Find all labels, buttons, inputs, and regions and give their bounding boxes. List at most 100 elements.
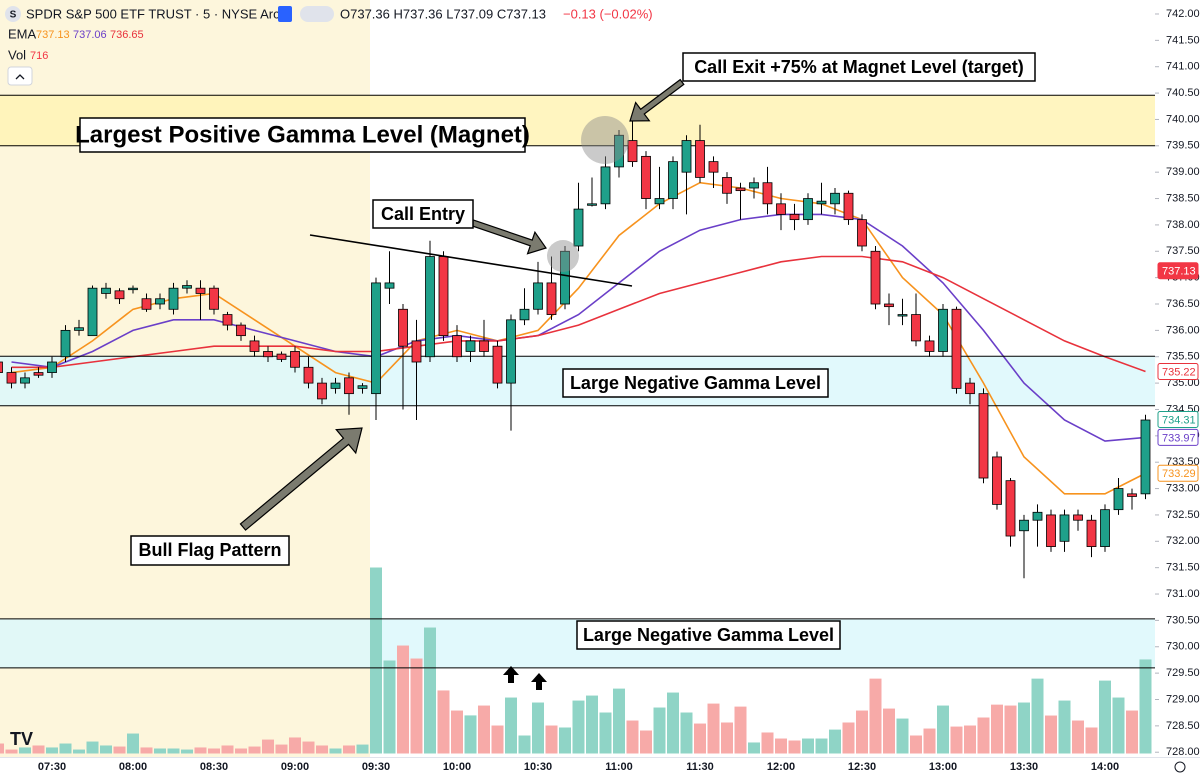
volume-bar — [59, 743, 72, 754]
candle-body — [128, 287, 138, 291]
volume-bar — [802, 738, 814, 754]
volume-bar — [397, 645, 409, 754]
tv-logo: TV — [10, 729, 33, 749]
x-tick-label: 09:30 — [362, 761, 390, 773]
candle-body — [1113, 488, 1124, 511]
label-layer: Call Exit +75% at Magnet Level (target) … — [38, 8, 1200, 773]
candle-body — [789, 213, 800, 221]
candle-body — [6, 372, 17, 384]
x-tick-label: 10:30 — [524, 761, 552, 773]
collapse-button[interactable] — [7, 66, 33, 86]
ohlc: O737.36 H737.36 L737.09 C737.13 — [340, 6, 546, 21]
candle-body — [573, 208, 584, 247]
x-tick-label: 13:00 — [929, 761, 957, 773]
x-tick-label: 10:00 — [443, 761, 471, 773]
toggle-icon[interactable] — [300, 6, 334, 22]
y-tick-label: 736.50 — [1166, 298, 1200, 310]
volume-bar — [235, 748, 247, 754]
candle-body — [519, 308, 530, 321]
candle-body — [762, 182, 773, 205]
volume-bar — [0, 743, 4, 754]
gamma-label-box — [576, 620, 841, 650]
volume-bar — [1058, 700, 1071, 754]
volume-bar — [964, 725, 976, 754]
volume-bar — [680, 712, 693, 754]
volume-bar — [586, 695, 598, 754]
overlay-layer — [239, 78, 685, 690]
volume-bar — [815, 738, 828, 754]
candle-body — [681, 140, 692, 173]
candle-body — [452, 335, 462, 358]
candle-body — [182, 285, 192, 289]
x-tick-label: 11:00 — [605, 761, 633, 773]
y-tick-label: 729.50 — [1166, 667, 1200, 679]
volume-bar — [572, 700, 585, 754]
candle-body — [938, 308, 948, 352]
volume-bar — [194, 747, 207, 754]
volume-bar — [221, 745, 234, 754]
vol-value: 716 — [30, 50, 48, 62]
volume-bar — [694, 723, 706, 754]
volume-bar — [1112, 697, 1125, 754]
candle-body — [1086, 519, 1097, 547]
volume-bar — [1045, 715, 1057, 754]
candle-body — [438, 256, 449, 337]
candle-body — [222, 314, 233, 326]
volume-bar — [491, 725, 504, 754]
volume-bar — [5, 749, 18, 754]
candle-body — [708, 161, 719, 173]
x-tick-label: 09:00 — [281, 761, 309, 773]
candle-body — [1046, 514, 1056, 547]
y-tick-label: 738.50 — [1166, 192, 1200, 204]
volume-bar — [653, 707, 666, 754]
price-tag — [1157, 464, 1199, 482]
y-tick-label: 731.00 — [1166, 588, 1200, 600]
collapse-icon — [15, 74, 25, 80]
volume-bar — [410, 658, 423, 754]
candle-body — [1127, 493, 1137, 497]
candle-body — [479, 340, 489, 352]
volume-bar — [1139, 659, 1152, 754]
volume-bar — [181, 749, 193, 754]
candle-body — [641, 155, 651, 199]
candle-body — [60, 329, 71, 358]
candle-body — [843, 192, 854, 221]
volume-bar — [1085, 727, 1098, 754]
volume-bar — [842, 722, 855, 754]
volume-bar — [302, 741, 315, 754]
candle-body — [0, 361, 3, 373]
volume-bar — [451, 710, 463, 754]
exit-circle — [581, 116, 629, 164]
y-tick-label: 737.50 — [1166, 245, 1200, 257]
volume-bar — [73, 749, 85, 754]
annotation: Bull Flag Pattern — [138, 540, 281, 560]
volume-bar — [424, 627, 436, 754]
volume-bar — [748, 742, 760, 754]
volume-bar — [559, 727, 571, 754]
volume-bar — [707, 703, 720, 754]
candle-body — [911, 314, 921, 342]
candle-body — [209, 287, 219, 310]
candle-body — [776, 203, 786, 215]
volume-bar — [316, 745, 328, 754]
annotation-box — [130, 535, 290, 566]
settings-icon[interactable] — [1174, 761, 1186, 773]
volume-bar — [1004, 705, 1017, 754]
y-tick-label: 736.00 — [1166, 324, 1200, 336]
volume-bar — [626, 720, 639, 754]
volume-bar — [613, 688, 625, 754]
volume-bar — [19, 747, 31, 754]
candle-body — [114, 290, 125, 300]
candle-body — [317, 382, 327, 400]
candle-body — [249, 340, 260, 352]
volume-bar — [127, 733, 139, 754]
candle-body — [384, 282, 395, 289]
volume-bar — [788, 740, 801, 754]
y-tick-label: 730.50 — [1166, 614, 1200, 626]
arrow — [468, 218, 547, 255]
annotation-box — [682, 52, 1036, 82]
volume-bar — [208, 748, 220, 754]
volume-bar — [1099, 680, 1111, 754]
candle-body — [344, 377, 354, 395]
